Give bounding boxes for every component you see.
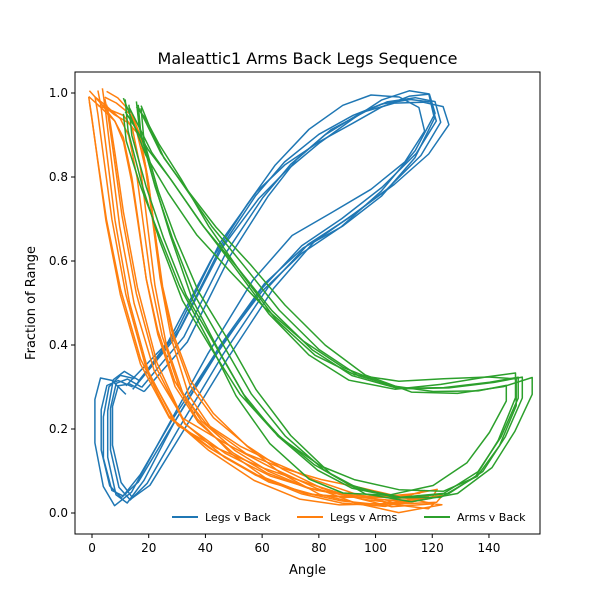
series-line-1 (109, 96, 442, 501)
series-line-3 (135, 101, 517, 492)
series-line-3 (124, 99, 517, 499)
series-line-3 (140, 105, 533, 503)
series-line-1 (106, 90, 436, 504)
x-tick-label: 0 (88, 541, 96, 555)
x-tick-label: 100 (364, 541, 387, 555)
plot-area (87, 88, 533, 514)
x-tick-label: 40 (198, 541, 213, 555)
plot-frame (74, 71, 541, 535)
series-line-3 (128, 104, 519, 499)
x-tick-label: 80 (311, 541, 326, 555)
y-tick-label: 0.8 (49, 170, 68, 184)
x-axis-label: Angle (289, 563, 326, 578)
chart-title: Maleattic1 Arms Back Legs Sequence (158, 49, 458, 68)
series-line-3 (137, 104, 524, 499)
x-tick-label: 20 (141, 541, 156, 555)
x-tick-label: 60 (254, 541, 269, 555)
y-tick-label: 0.2 (49, 422, 68, 436)
series-line-2 (94, 96, 427, 506)
legend: Legs v Back Legs v Arms Arms v Back (172, 511, 526, 524)
legend-label: Arms v Back (457, 511, 526, 524)
series-line-1 (100, 98, 438, 499)
y-axis-label: Fraction of Range (24, 246, 39, 360)
series-line-2 (105, 90, 438, 505)
series-line-1 (94, 94, 426, 507)
y-tick-label: 0.6 (49, 254, 68, 268)
y-tick-label: 0.4 (49, 338, 68, 352)
x-tick-label: 120 (421, 541, 444, 555)
x-axis: 0 20 40 60 80 100 120 140 (88, 534, 500, 555)
legend-label: Legs v Arms (330, 511, 397, 524)
y-axis: 0.0 0.2 0.4 0.6 0.8 1.0 (49, 86, 75, 520)
y-tick-label: 1.0 (49, 86, 68, 100)
series-line-3 (122, 97, 508, 497)
y-tick-label: 0.0 (49, 506, 68, 520)
x-tick-label: 140 (478, 541, 501, 555)
legend-label: Legs v Back (205, 511, 271, 524)
